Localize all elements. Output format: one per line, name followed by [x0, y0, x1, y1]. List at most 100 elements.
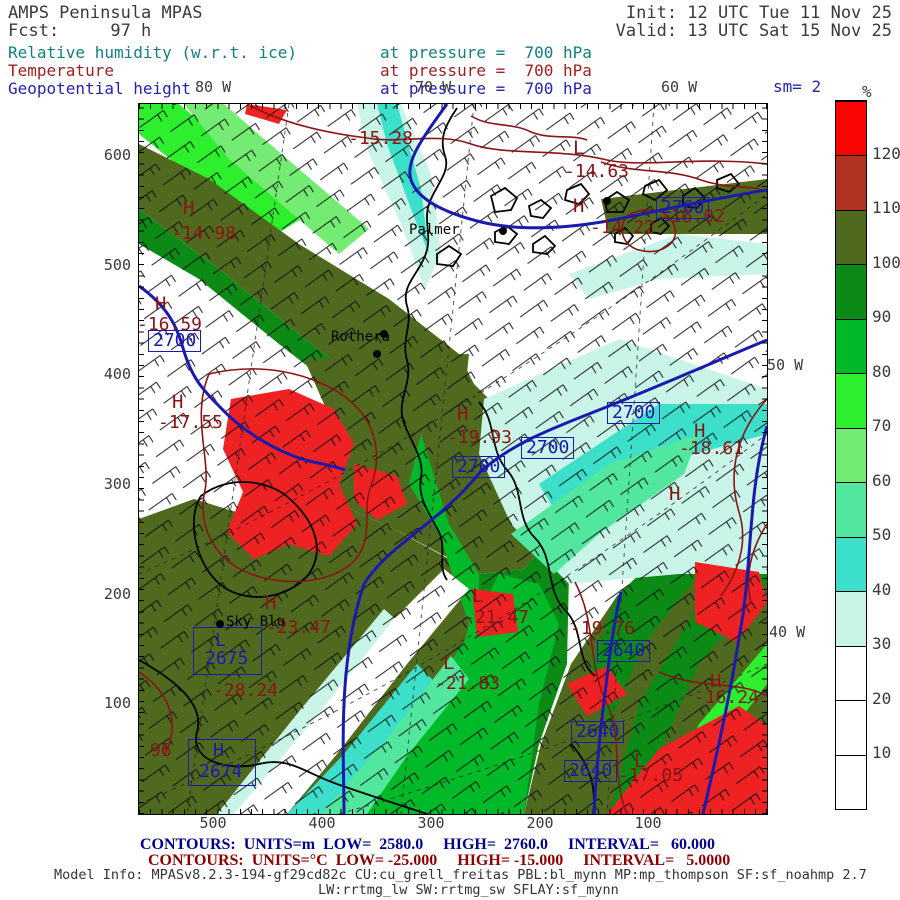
height-extremum-label: H: [213, 740, 224, 761]
temperature-label: H: [573, 195, 585, 217]
product-title: AMPS Peninsula MPAS: [8, 3, 203, 23]
temperature-label: H: [710, 670, 722, 692]
height-extremum-label: 2674: [199, 761, 243, 782]
temperature-label: H: [155, 293, 167, 315]
colorbar-tick-label: 80: [872, 362, 892, 381]
colorbar-tick-label: 30: [872, 634, 892, 653]
y-axis-label: 600: [103, 146, 131, 164]
temperature-label: H: [172, 391, 184, 413]
temperature-label: H: [457, 403, 469, 425]
axis-ticks-bottom: [139, 809, 767, 814]
colorbar-tick-label: 10: [872, 743, 892, 762]
colorbar-segment: [836, 427, 866, 483]
colorbar-segment: [836, 645, 866, 701]
valid-time: Valid: 13 UTC Sat 15 Nov 25: [615, 21, 892, 41]
colorbar: [835, 100, 867, 810]
height-contours-layer: [138, 103, 769, 815]
temperature-label: -14.63: [564, 161, 630, 182]
height-contour-label: 2640: [571, 721, 625, 743]
colorbar-tick-label: 50: [872, 525, 892, 544]
temperature-label: -14.98: [171, 223, 237, 244]
height-contour-info: CONTOURS: UNITS=m LOW= 2580.0 HIGH= 2760…: [140, 836, 715, 853]
longitude-label: 80 W: [195, 78, 232, 96]
station-dot: [216, 620, 224, 628]
station-dot: [380, 330, 388, 338]
temperature-label: -18.61: [679, 438, 745, 459]
colorbar-tick-label: 60: [872, 471, 892, 490]
legend-row: Relative humidity (w.r.t. ice) at pressu…: [0, 43, 900, 62]
field-name: Relative humidity (w.r.t. ice): [8, 43, 297, 62]
height-extremum-box: [193, 627, 262, 675]
temperature-label: -17.05: [618, 765, 684, 786]
temperature-label: H: [669, 483, 681, 505]
field-name: Temperature: [8, 61, 114, 80]
x-axis-label: 300: [417, 814, 445, 832]
station-dot: [373, 350, 381, 358]
colorbar-tick-label: 20: [872, 689, 892, 708]
station-dot: [499, 227, 507, 235]
temperature-label: -19.93: [447, 427, 513, 448]
height-contour-label: 2640: [564, 760, 618, 782]
station-label: Palmer: [409, 222, 460, 238]
height-extremum-box: [188, 739, 256, 786]
longitude-label: 60 W: [661, 78, 698, 96]
temperature-label: L: [634, 750, 646, 772]
temperature-label: L: [472, 585, 484, 607]
temperature-label: -21.47: [464, 607, 530, 628]
x-axis-label: 500: [199, 814, 227, 832]
model-info-line1: Model Info: MPASv8.2.3-194-gf29cd82c CU:…: [54, 867, 867, 883]
legend-row: Temperature at pressure = 700 hPa: [0, 61, 900, 80]
height-contour-label: 2700: [452, 456, 506, 478]
field-name: Geopotential height: [8, 79, 192, 98]
y-axis-label: 300: [103, 475, 131, 493]
temperature-label: H: [265, 592, 277, 614]
field-pressure-level: at pressure = 700 hPa: [380, 79, 592, 98]
coastline-layer: [138, 107, 741, 815]
height-contour-label: 2760: [656, 197, 710, 219]
map-area: [138, 103, 769, 815]
colorbar-segment: [836, 209, 866, 265]
colorbar-tick-label: 100: [872, 253, 900, 272]
temperature-label: -28.24: [213, 680, 279, 701]
colorbar-unit: %: [862, 82, 872, 101]
temperature-label: -15.28: [348, 128, 414, 149]
y-axis-label: 100: [103, 694, 131, 712]
colorbar-tick-label: 120: [872, 144, 900, 163]
axis-ticks-top: [139, 104, 767, 109]
smoothing-label: sm= 2: [773, 77, 822, 96]
colorbar-segment: [836, 155, 866, 210]
temperature-contour-info: CONTOURS: UNITS=°C LOW= -25.000 HIGH= -1…: [148, 852, 731, 869]
temperature-label: L: [573, 137, 585, 159]
colorbar-segment: [836, 754, 866, 810]
temperature-label: -14.22: [590, 217, 656, 238]
temperature-label: -17.55: [158, 412, 224, 433]
longitude-label: 70 W: [415, 78, 452, 96]
height-contour-label: 2640: [597, 640, 651, 662]
init-time: Init: 12 UTC Tue 11 Nov 25: [625, 3, 892, 23]
colorbar-segment: [836, 264, 866, 319]
axis-ticks-left: [139, 104, 144, 814]
y-axis-label: 200: [103, 585, 131, 603]
temperature-label: -19.76: [570, 618, 636, 639]
longitude-label: 40 W: [769, 623, 806, 641]
colorbar-segment: [836, 700, 866, 755]
colorbar-segment: [836, 482, 866, 537]
temperature-label: H: [694, 420, 706, 442]
colorbar-segment: [836, 373, 866, 428]
longitude-label: 50 W: [767, 356, 804, 374]
colorbar-segment: [836, 536, 866, 592]
y-axis-label: 400: [103, 365, 131, 383]
y-axis-label: 500: [103, 256, 131, 274]
station-dot: [603, 197, 611, 205]
temperature-label: -21.83: [435, 673, 501, 694]
graticule-layer: [138, 103, 768, 815]
temperature-label: 96: [150, 740, 172, 761]
forecast-hour: Fcst: 97 h: [8, 21, 152, 41]
station-label: Sky Blu: [226, 614, 286, 630]
station-label: Rothera: [331, 329, 391, 345]
colorbar-segment: [836, 318, 866, 374]
colorbar-segment: [836, 591, 866, 646]
colorbar-segment: [836, 101, 866, 156]
height-extremum-label: L: [215, 630, 226, 651]
